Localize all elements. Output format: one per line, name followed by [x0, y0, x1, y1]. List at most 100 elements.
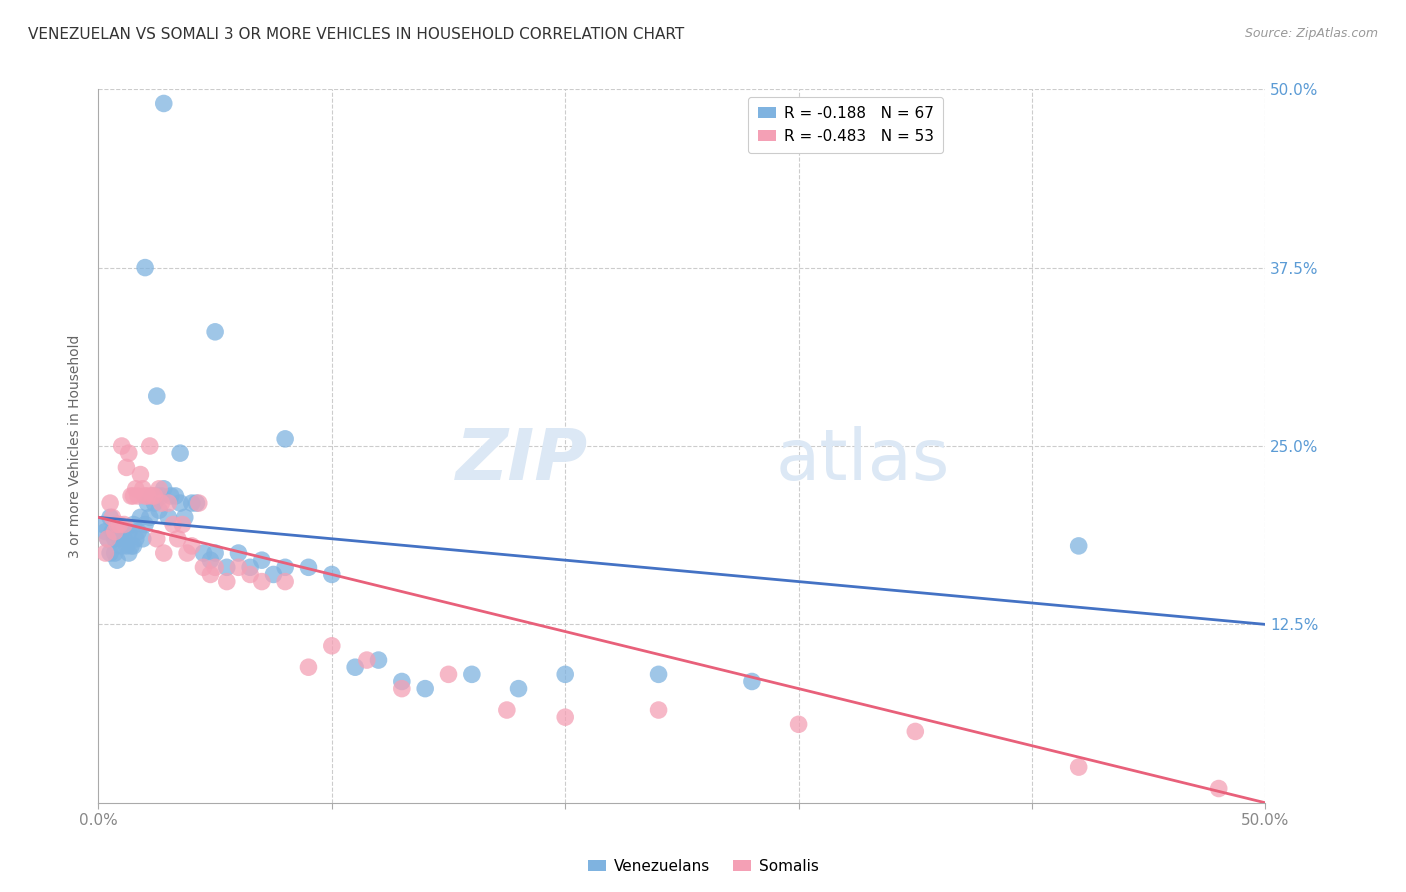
Point	[112, 517, 135, 532]
Point	[146, 532, 169, 546]
Point	[413, 681, 436, 696]
Point	[152, 96, 174, 111]
Point	[647, 703, 669, 717]
Point	[228, 546, 250, 560]
Point	[112, 532, 135, 546]
Point	[215, 574, 238, 589]
Text: ZIP: ZIP	[457, 425, 589, 495]
Point	[162, 517, 184, 532]
Point	[148, 503, 170, 517]
Point	[274, 574, 297, 589]
Point	[166, 532, 188, 546]
Point	[321, 639, 343, 653]
Point	[118, 524, 141, 539]
Point	[169, 446, 191, 460]
Point	[250, 574, 273, 589]
Point	[321, 567, 343, 582]
Point	[262, 567, 284, 582]
Point	[187, 496, 209, 510]
Point	[215, 560, 238, 574]
Point	[132, 532, 155, 546]
Point	[136, 489, 159, 503]
Point	[274, 560, 297, 574]
Point	[169, 496, 191, 510]
Point	[367, 653, 389, 667]
Legend: Venezuelans, Somalis: Venezuelans, Somalis	[582, 853, 824, 880]
Point	[105, 517, 128, 532]
Point	[228, 560, 250, 574]
Point	[111, 439, 134, 453]
Point	[297, 660, 319, 674]
Text: atlas: atlas	[775, 425, 949, 495]
Point	[204, 325, 226, 339]
Point	[122, 489, 145, 503]
Point	[1067, 539, 1090, 553]
Point	[159, 489, 181, 503]
Point	[122, 539, 145, 553]
Point	[108, 517, 131, 532]
Point	[122, 517, 145, 532]
Point	[143, 496, 166, 510]
Point	[165, 489, 187, 503]
Point	[146, 389, 169, 403]
Point	[148, 482, 170, 496]
Point	[91, 517, 114, 532]
Point	[239, 567, 262, 582]
Point	[98, 496, 121, 510]
Point	[132, 482, 155, 496]
Point	[1067, 760, 1090, 774]
Point	[120, 489, 142, 503]
Point	[1208, 781, 1230, 796]
Point	[250, 553, 273, 567]
Point	[200, 553, 222, 567]
Point	[139, 510, 162, 524]
Text: Source: ZipAtlas.com: Source: ZipAtlas.com	[1244, 27, 1378, 40]
Point	[204, 546, 226, 560]
Point	[98, 546, 121, 560]
Point	[118, 546, 141, 560]
Point	[94, 546, 117, 560]
Point	[904, 724, 927, 739]
Point	[101, 510, 124, 524]
Point	[461, 667, 484, 681]
Point	[127, 524, 149, 539]
Point	[157, 510, 180, 524]
Point	[101, 524, 124, 539]
Point	[104, 546, 127, 560]
Point	[115, 539, 138, 553]
Point	[297, 560, 319, 574]
Point	[111, 539, 134, 553]
Point	[94, 524, 117, 539]
Point	[141, 489, 163, 503]
Point	[391, 674, 413, 689]
Point	[139, 439, 162, 453]
Point	[118, 446, 141, 460]
Point	[741, 674, 763, 689]
Point	[111, 524, 134, 539]
Point	[152, 482, 174, 496]
Point	[152, 546, 174, 560]
Point	[134, 489, 156, 503]
Point	[200, 567, 222, 582]
Point	[136, 496, 159, 510]
Point	[134, 517, 156, 532]
Legend: R = -0.188   N = 67, R = -0.483   N = 53: R = -0.188 N = 67, R = -0.483 N = 53	[748, 97, 942, 153]
Point	[204, 560, 226, 574]
Point	[554, 710, 576, 724]
Point	[108, 532, 131, 546]
Point	[129, 510, 152, 524]
Point	[146, 489, 169, 503]
Point	[125, 532, 148, 546]
Point	[344, 660, 367, 674]
Point	[104, 524, 127, 539]
Point	[150, 496, 173, 510]
Point	[180, 496, 202, 510]
Point	[554, 667, 576, 681]
Point	[180, 539, 202, 553]
Point	[115, 460, 138, 475]
Point	[120, 539, 142, 553]
Point	[176, 546, 198, 560]
Point	[647, 667, 669, 681]
Point	[172, 517, 194, 532]
Point	[239, 560, 262, 574]
